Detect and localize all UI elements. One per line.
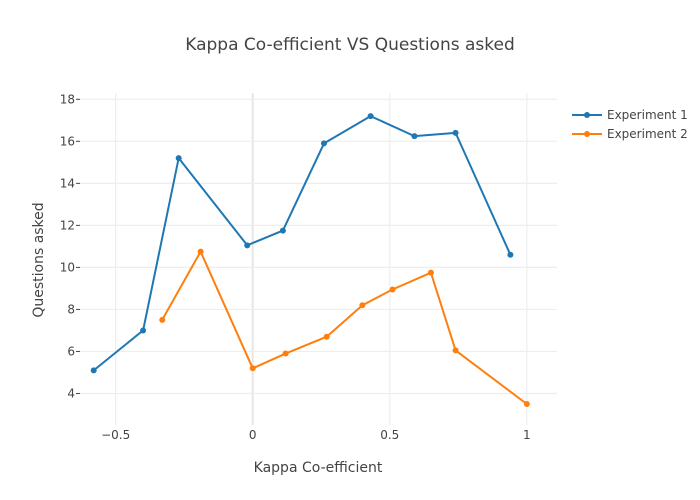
data-point (282, 350, 289, 357)
data-point (427, 269, 434, 276)
data-point (197, 248, 204, 255)
data-point (323, 333, 330, 340)
data-point (320, 140, 327, 147)
data-point (367, 113, 374, 120)
data-point (523, 400, 530, 407)
grid (80, 93, 557, 425)
data-point (140, 327, 147, 334)
series-2 (159, 248, 530, 407)
y-tick-label: 16 (60, 134, 75, 148)
y-tick-label: 8 (67, 302, 75, 316)
series-1-line (93, 115, 512, 372)
y-tick-label: 10 (60, 260, 75, 274)
data-point (359, 302, 366, 309)
x-tick-label: 0.5 (380, 428, 399, 442)
legend-label: Experiment 2 (607, 127, 688, 141)
legend-item-1[interactable]: Experiment 1 (572, 108, 688, 122)
data-point (452, 347, 459, 354)
data-point (159, 316, 166, 323)
x-tick-label: 1 (523, 428, 531, 442)
legend[interactable]: Experiment 1 Experiment 2 (572, 108, 688, 141)
x-axis-title: Kappa Co-efficient (254, 460, 383, 476)
y-tick-label: 12 (60, 218, 75, 232)
series-2-line (161, 250, 528, 405)
data-point (389, 286, 396, 293)
y-tick-label: 14 (60, 176, 75, 190)
y-tick-label: 6 (67, 344, 75, 358)
data-point (175, 155, 182, 162)
series-layer (90, 113, 530, 407)
data-point (244, 242, 251, 249)
y-tick-label: 18 (60, 92, 75, 106)
data-point (279, 227, 286, 234)
chart-title: Kappa Co-efficient VS Questions asked (185, 35, 515, 55)
y-axis-title: Questions asked (31, 202, 47, 317)
data-point (249, 365, 256, 372)
data-point (452, 129, 459, 136)
data-point (411, 133, 418, 140)
data-point (90, 367, 97, 374)
legend-label: Experiment 1 (607, 108, 688, 122)
legend-swatch-marker (584, 131, 590, 137)
y-tick-label: 4 (67, 386, 75, 400)
legend-item-2[interactable]: Experiment 2 (572, 127, 688, 141)
series-1 (90, 113, 514, 374)
data-point (507, 251, 514, 258)
x-tick-label: 0 (249, 428, 257, 442)
x-tick-label: −0.5 (101, 428, 130, 442)
legend-swatch-marker (584, 112, 590, 118)
